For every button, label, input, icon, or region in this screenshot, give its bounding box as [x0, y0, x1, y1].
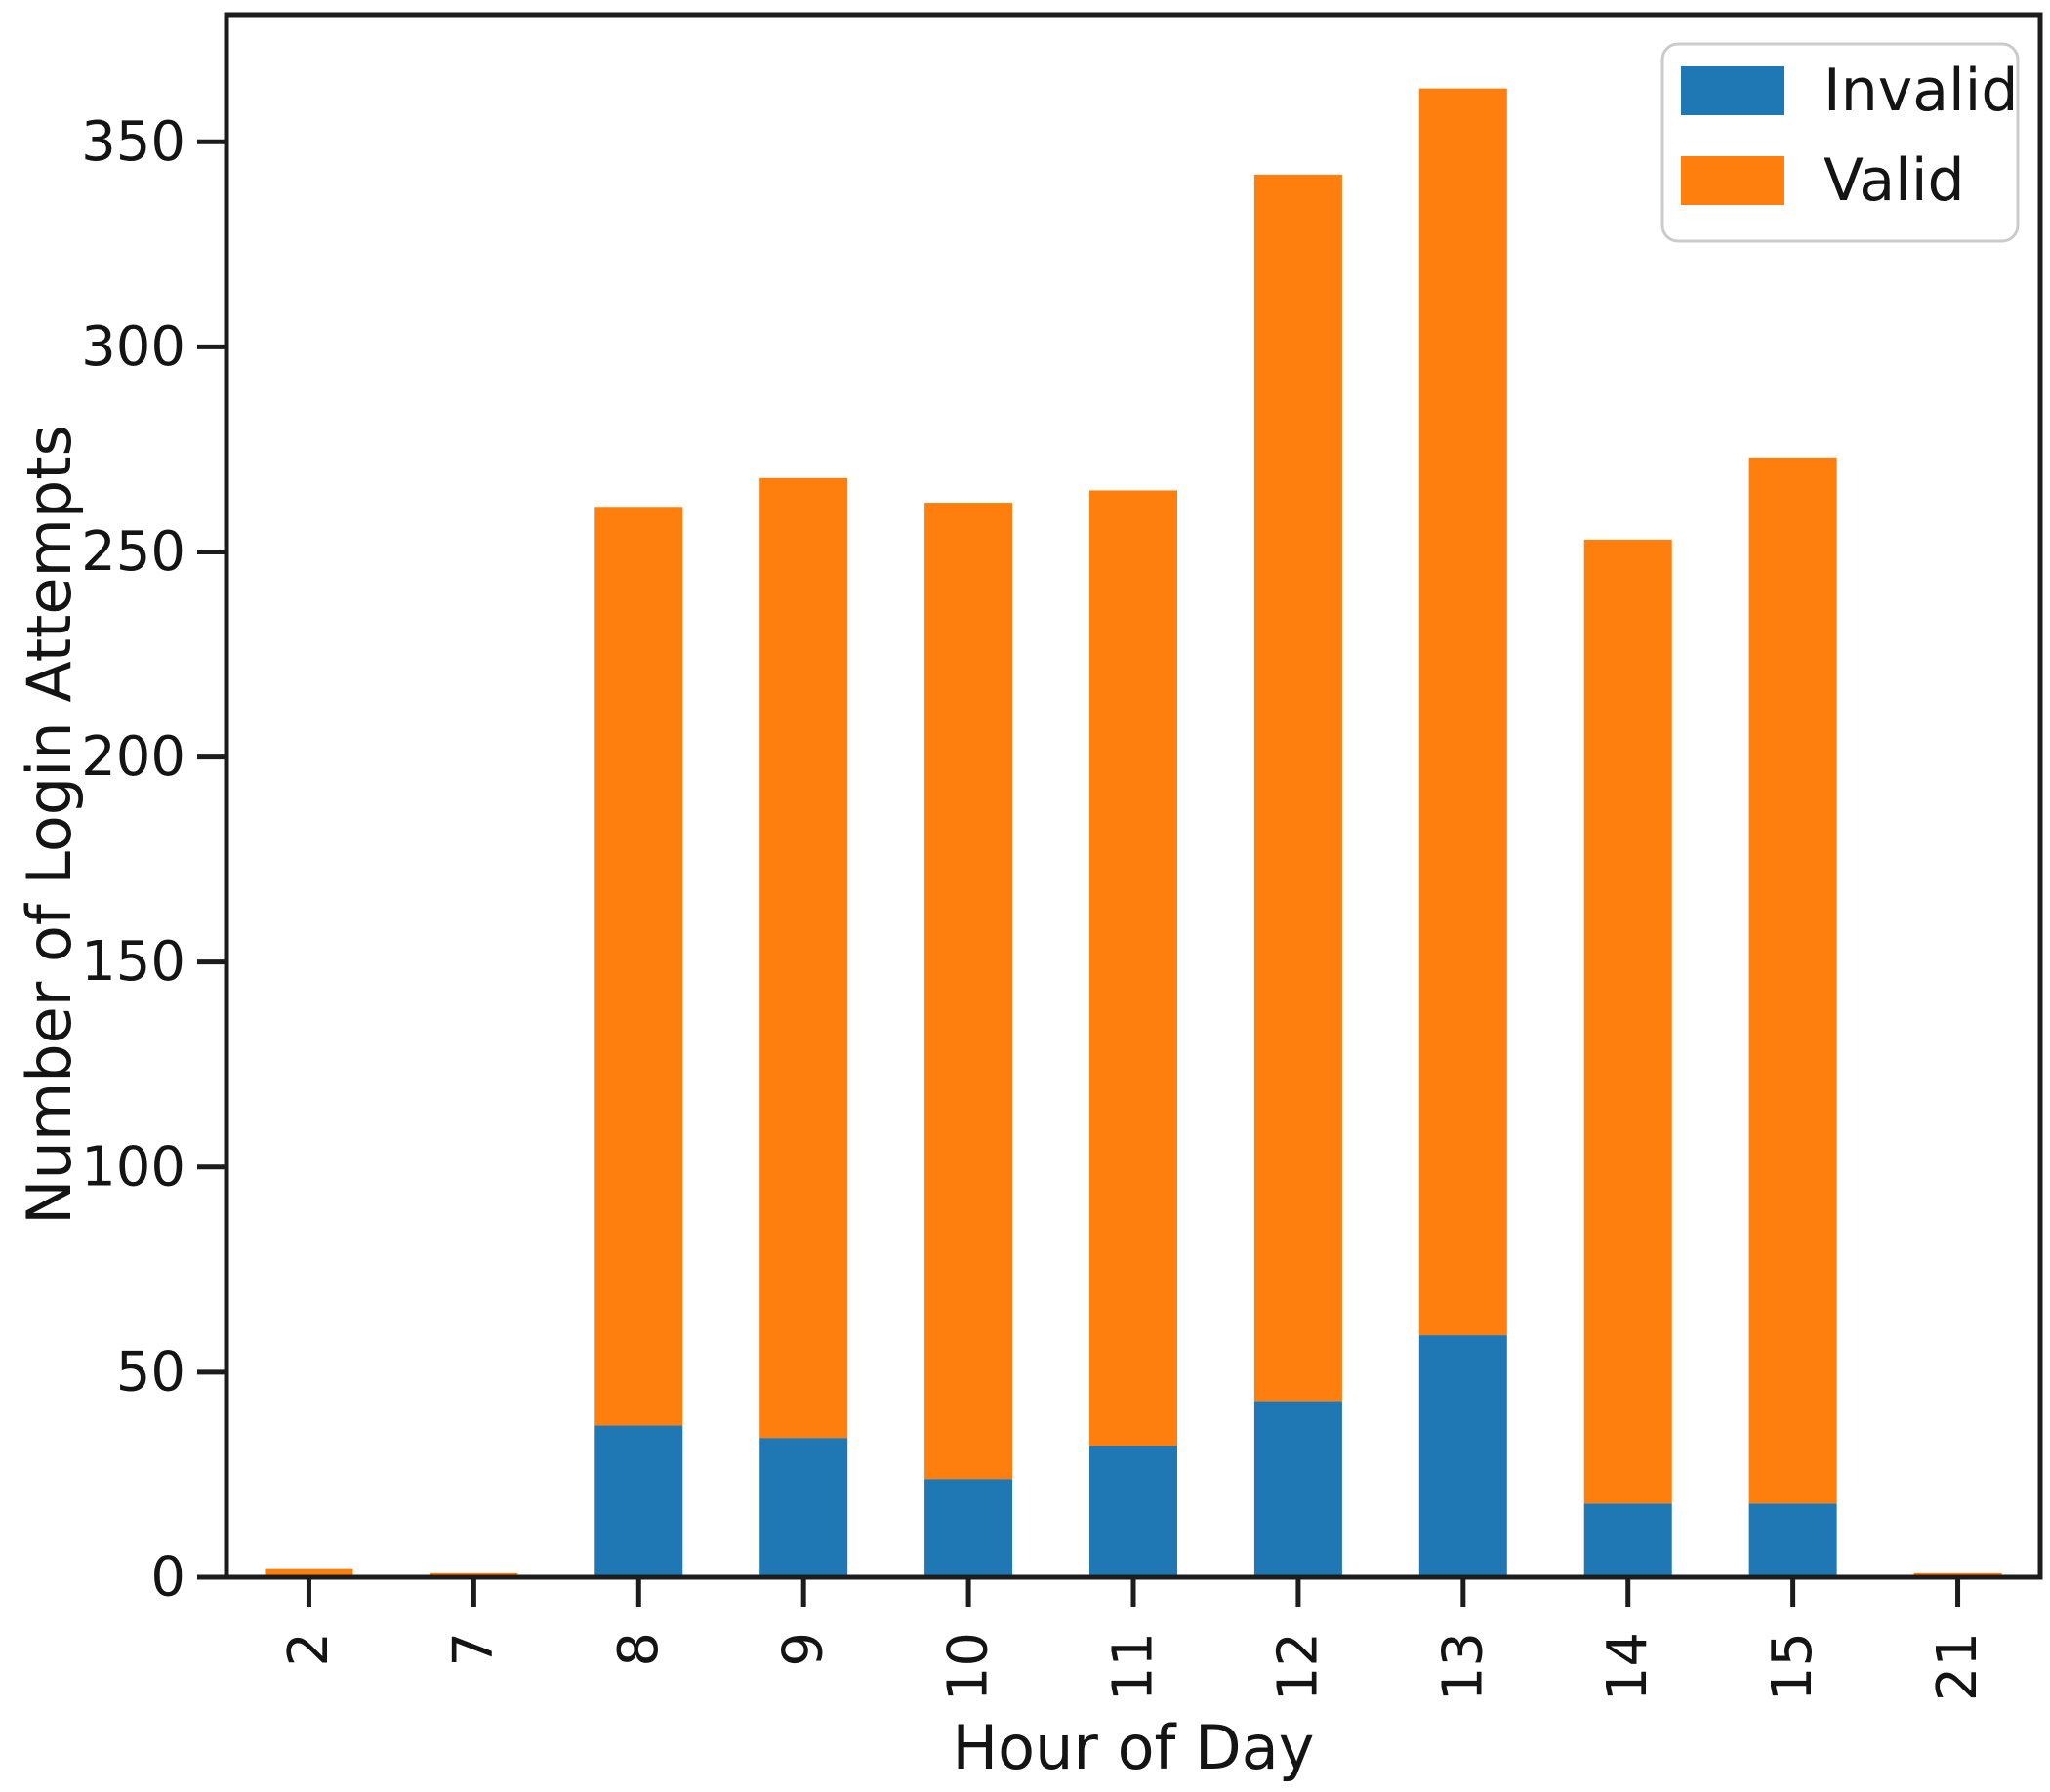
bar-12-valid — [1253, 174, 1342, 1402]
bar-10-valid — [924, 503, 1013, 1480]
y-axis-title: Number of Login Attempts — [14, 425, 85, 1225]
ticks-layer: 2 7 8 9 10 11 12 13 14 15 21 0 50 100 150 200 250 300 350 — [81, 110, 1989, 1702]
bar-15-invalid — [1748, 1503, 1837, 1577]
legend: Invalid Valid — [1660, 42, 2020, 243]
y-tick-label-250: 250 — [81, 520, 185, 584]
bar-11-invalid — [1089, 1446, 1177, 1577]
bar-10-invalid — [924, 1479, 1013, 1577]
bar-8-valid — [594, 507, 683, 1426]
bar-9-valid — [759, 477, 848, 1439]
bar-13-invalid — [1418, 1335, 1507, 1577]
legend-swatch-valid — [1681, 156, 1784, 205]
x-tick-label-15: 15 — [1761, 1632, 1824, 1701]
bar-15-valid — [1748, 457, 1837, 1504]
bar-11-valid — [1089, 490, 1177, 1446]
x-tick-label-21: 21 — [1926, 1632, 1989, 1701]
y-tick-label-150: 150 — [81, 930, 185, 994]
x-tick-label-11: 11 — [1102, 1632, 1166, 1701]
legend-label-valid: Valid — [1824, 146, 1965, 215]
x-tick-label-7: 7 — [442, 1632, 506, 1667]
bar-8-invalid — [594, 1425, 683, 1577]
x-tick-label-14: 14 — [1596, 1632, 1660, 1701]
y-tick-label-300: 300 — [81, 315, 185, 379]
x-tick-label-2: 2 — [277, 1632, 341, 1667]
x-tick-label-10: 10 — [937, 1632, 1001, 1701]
x-tick-label-13: 13 — [1431, 1632, 1495, 1701]
bar-2-valid — [265, 1568, 353, 1577]
x-axis-title: Hour of Day — [953, 1712, 1315, 1783]
bar-12-invalid — [1253, 1401, 1342, 1577]
x-tick-label-9: 9 — [772, 1632, 836, 1667]
y-tick-label-200: 200 — [81, 725, 185, 789]
legend-swatch-invalid — [1681, 66, 1784, 115]
y-tick-label-0: 0 — [150, 1546, 185, 1609]
bar-14-valid — [1583, 539, 1672, 1504]
y-tick-label-50: 50 — [116, 1340, 185, 1404]
x-tick-label-8: 8 — [607, 1632, 671, 1667]
bar-14-invalid — [1583, 1503, 1672, 1577]
y-tick-label-100: 100 — [81, 1135, 185, 1199]
bars-layer — [265, 88, 2002, 1577]
y-tick-label-350: 350 — [81, 110, 185, 174]
bar-9-invalid — [759, 1438, 848, 1577]
legend-label-invalid: Invalid — [1824, 57, 2018, 125]
bar-13-valid — [1418, 88, 1507, 1336]
x-tick-label-12: 12 — [1266, 1632, 1330, 1701]
